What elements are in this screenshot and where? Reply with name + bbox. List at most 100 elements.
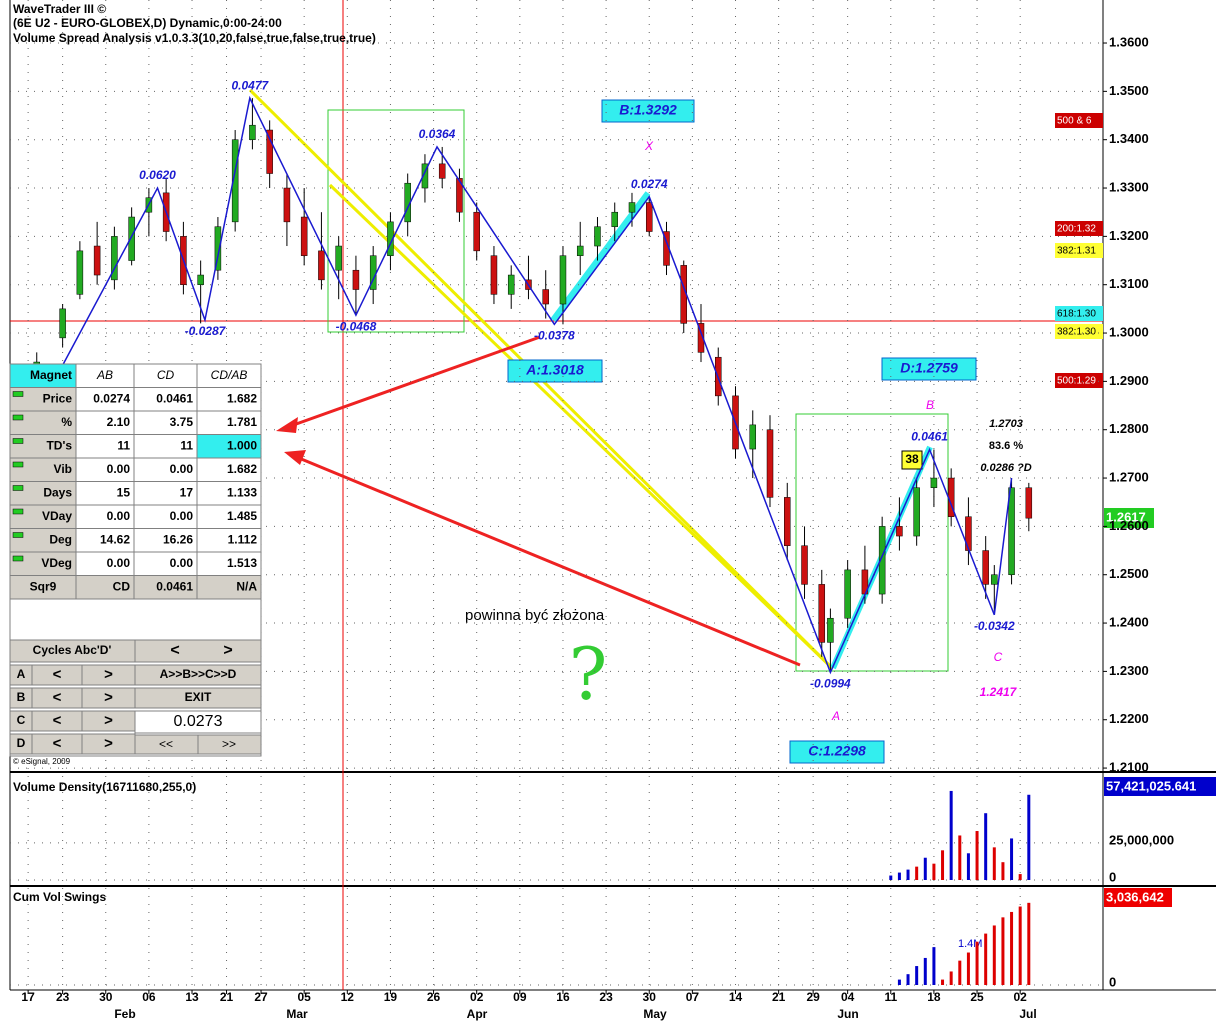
sub-chart: 0 xyxy=(10,902,1116,989)
level: 200:1.32 xyxy=(1057,224,1096,235)
note: powinna być złożona xyxy=(465,607,605,624)
table-cell-text: Sqr9 xyxy=(30,579,57,593)
y-tick-label: 0 xyxy=(1109,974,1116,989)
button[interactable] xyxy=(134,687,262,709)
label-box xyxy=(789,740,885,764)
projection: 1.2703 xyxy=(989,418,1023,430)
bar xyxy=(915,866,919,880)
x-tick-label: 18 xyxy=(927,990,941,1004)
projection: 0.0286 ?D xyxy=(980,462,1031,474)
bar xyxy=(992,925,996,985)
candle-body xyxy=(421,163,429,189)
x-tick-label: 21 xyxy=(772,990,786,1004)
price-panel: 1.3600 1.3500 1.3400 1.3300 1.3200 1.3100 1.30… xyxy=(10,0,1174,1004)
zigzag xyxy=(53,95,1013,675)
button-label: A xyxy=(17,667,26,681)
y-tick-label: 1.2500 xyxy=(1109,566,1149,581)
value-field-text: 0.0273 xyxy=(174,713,223,730)
table-cell-text: Vib xyxy=(54,462,72,476)
copyright: © eSignal, 2009 xyxy=(13,757,71,766)
bar xyxy=(1027,902,1031,985)
swing-label: -0.0287 xyxy=(185,324,227,338)
handwritten-mark: ? xyxy=(569,632,608,716)
swing-label: 0.0461 xyxy=(911,430,948,444)
x-tick-label: 04 xyxy=(841,990,855,1004)
candle-body xyxy=(300,216,308,256)
y-tick-label: 1.3400 xyxy=(1109,131,1149,146)
button-rows: A < > B < > C < > D < > xyxy=(9,664,136,755)
x-tick-label: 30 xyxy=(643,990,657,1004)
table-cell-text: VDeg xyxy=(41,556,72,570)
candle-body xyxy=(490,255,498,295)
button[interactable] xyxy=(134,664,262,686)
candle-body xyxy=(111,236,118,281)
x-tick-label: 29 xyxy=(806,990,820,1004)
point-letter: C xyxy=(994,650,1003,664)
bar-count: 38 xyxy=(905,452,919,466)
x-tick-label: 05 xyxy=(297,990,311,1004)
candle-body xyxy=(456,178,463,213)
candle-body xyxy=(896,526,903,537)
candle-body xyxy=(576,245,584,256)
table-cell-text: % xyxy=(61,415,72,429)
pattern-labels: B:1.3292 A:1.3018 D:1.2759 C:1.2298 X B … xyxy=(465,99,1032,764)
pattern-box xyxy=(795,413,949,672)
level: 382:1.30 xyxy=(1057,327,1096,338)
button-label: > xyxy=(223,642,232,659)
button-label: << xyxy=(159,737,173,751)
candle-body xyxy=(965,516,972,551)
bar-count-box xyxy=(901,450,923,470)
button-label: Cycles Abc'D' xyxy=(33,643,112,657)
swing-label: 0.0274 xyxy=(631,177,668,191)
level: 500 & 6 xyxy=(1057,116,1092,127)
candle-body xyxy=(645,202,653,232)
swing-label: -0.0378 xyxy=(534,329,575,343)
y-tick-label: 25,000,000 xyxy=(1109,832,1174,847)
candle-body xyxy=(991,574,998,585)
candle-body xyxy=(844,569,851,619)
label-box xyxy=(601,99,695,123)
x-tick-label: 25 xyxy=(970,990,984,1004)
status-led xyxy=(12,391,24,397)
candle-body xyxy=(697,323,705,353)
point-label: C:1.2298 xyxy=(808,743,866,759)
button[interactable] xyxy=(197,734,262,755)
last-value-box xyxy=(1104,777,1216,796)
button-label: > xyxy=(104,712,113,729)
bar xyxy=(906,974,910,985)
table-cell-text: VDay xyxy=(42,509,72,523)
arrow xyxy=(293,454,801,667)
month-label: May xyxy=(643,1007,667,1021)
candle-body xyxy=(878,526,886,595)
x-tick-label: 13 xyxy=(185,990,199,1004)
value-field xyxy=(134,710,262,734)
button-label: < xyxy=(53,666,62,683)
x-tick-label: 30 xyxy=(99,990,113,1004)
point-letter: B xyxy=(926,398,934,412)
table-cell-text: 1.781 xyxy=(227,415,257,429)
candle-body xyxy=(982,550,989,585)
study: Volume Spread Analysis v1.0.3.3(10,20,fa… xyxy=(13,31,376,45)
table-cell-text: 3.75 xyxy=(170,415,194,429)
arrow-head xyxy=(276,417,298,433)
candle-body xyxy=(628,202,636,213)
sub-panels: Volume Density(16711680,255,0) Cum Vol S… xyxy=(13,777,1216,950)
controls: Cycles Abc'D' < > A < > B < > C < > D < > A>>B>>C>>… xyxy=(9,639,262,766)
point-label: D:1.2759 xyxy=(900,360,958,376)
y-tick-label: 1.2900 xyxy=(1109,373,1149,388)
bar xyxy=(1001,862,1005,880)
candle-body xyxy=(611,211,618,227)
arrow-head xyxy=(284,450,306,465)
swing-label: 0.0364 xyxy=(419,127,456,141)
last-value: 57,421,025.641 xyxy=(1106,778,1196,793)
bar xyxy=(958,835,962,880)
x-tick-label: 16 xyxy=(556,990,570,1004)
button[interactable] xyxy=(134,639,262,663)
table-header: Magnet xyxy=(30,368,72,382)
swing-label: -0.0342 xyxy=(974,619,1015,633)
month-label: Jul xyxy=(1019,1007,1036,1021)
candle-body xyxy=(818,584,826,643)
bar xyxy=(949,790,953,880)
x-tick-label: 12 xyxy=(341,990,355,1004)
